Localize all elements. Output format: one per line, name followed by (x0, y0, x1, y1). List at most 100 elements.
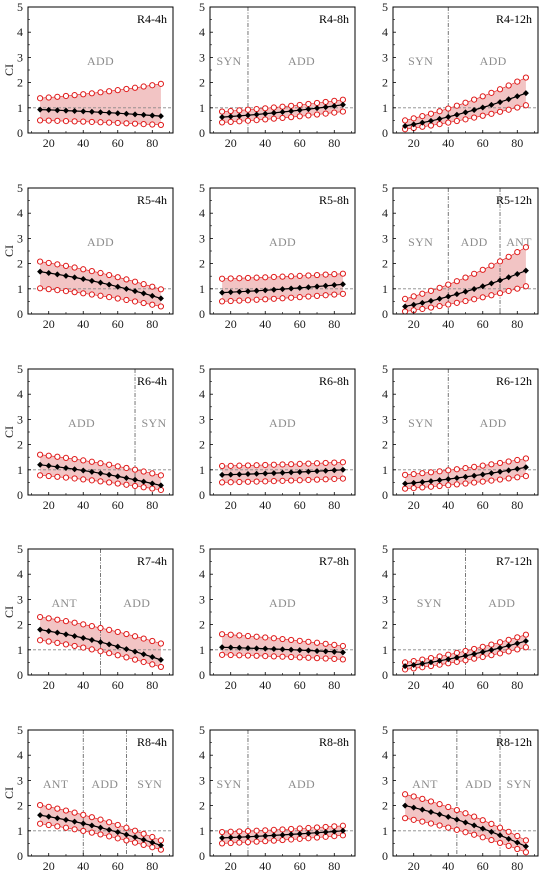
panel-title: R7-12h (496, 554, 532, 568)
upper-bound-point (45, 803, 52, 810)
upper-bound-point (410, 115, 417, 122)
y-tick-label: 1 (199, 282, 205, 296)
lower-bound-point (123, 654, 130, 661)
upper-bound-point (322, 823, 329, 831)
x-tick-label: 80 (328, 136, 340, 150)
mean-point (262, 645, 269, 652)
panel-title: R6-12h (496, 374, 532, 388)
lower-bound-point (471, 114, 478, 121)
region-label: SYN (217, 777, 242, 791)
mean-point (97, 279, 104, 286)
lower-bound-point (488, 652, 495, 659)
mean-point (219, 289, 226, 296)
lower-bound-point (54, 823, 61, 830)
y-tick-label: 3 (17, 773, 23, 787)
x-tick-label: 40 (442, 317, 454, 331)
x-tick-label: 60 (112, 678, 124, 692)
mean-point (436, 115, 443, 122)
mean-point (236, 112, 243, 119)
mean-point (514, 465, 521, 472)
upper-bound-point (436, 108, 443, 115)
x-tick-label: 20 (408, 678, 420, 692)
upper-bound-point (339, 270, 347, 277)
mean-point (497, 277, 504, 284)
x-tick-label: 60 (294, 678, 306, 692)
x-tick-label: 60 (477, 678, 489, 692)
panel-title: R5-12h (496, 193, 532, 207)
lower-bound-point (227, 297, 234, 305)
upper-bound-point (149, 82, 156, 89)
mean-point (71, 107, 78, 114)
lower-bound-point (80, 476, 87, 483)
lower-bound-point (244, 297, 252, 304)
region-label: ADD (480, 54, 507, 68)
y-tick-label: 3 (17, 231, 23, 245)
mean-point (488, 280, 495, 287)
mean-point (322, 282, 329, 289)
upper-bound-point (62, 454, 70, 461)
lower-bound-point (401, 815, 409, 822)
mean-point (322, 648, 329, 655)
upper-bound-point (227, 462, 234, 469)
x-tick-label: 20 (408, 317, 420, 331)
y-tick-label: 3 (382, 231, 388, 245)
mean-point (62, 272, 69, 279)
mean-point (106, 471, 113, 478)
upper-bound-point (36, 451, 44, 458)
mean-point (106, 281, 113, 288)
upper-bound-point (140, 281, 147, 288)
lower-bound-point (522, 473, 530, 480)
mean-point (140, 651, 147, 658)
mean-point (270, 646, 277, 653)
mean-point (54, 271, 61, 278)
lower-bound-point (505, 106, 512, 113)
lower-bound-point (270, 295, 277, 302)
lower-bound-point (288, 477, 295, 484)
mean-point (479, 825, 486, 832)
lower-bound-point (114, 652, 121, 659)
upper-bound-point (522, 455, 530, 462)
lower-bound-point (218, 298, 226, 305)
y-tick-label: 4 (382, 206, 388, 220)
x-tick-label: 40 (442, 498, 454, 512)
mean-point (132, 834, 139, 841)
mean-point (471, 822, 478, 829)
mean-point (71, 466, 78, 473)
lower-bound-point (296, 294, 303, 301)
mean-point (410, 121, 417, 128)
mean-point (505, 642, 512, 649)
y-tick-label: 1 (17, 824, 23, 838)
mean-point (419, 806, 426, 813)
mean-point (488, 646, 495, 653)
lower-bound-point (313, 111, 321, 118)
x-tick-label: 60 (477, 136, 489, 150)
y-tick-label: 0 (199, 849, 205, 863)
panel-title: R4-8h (319, 12, 349, 26)
y-tick-label: 4 (382, 25, 388, 39)
upper-bound-point (479, 93, 486, 100)
lower-bound-point (80, 118, 87, 125)
upper-bound-point (227, 631, 234, 638)
mean-point (505, 467, 512, 474)
upper-bound-point (436, 801, 443, 808)
lower-bound-point (453, 299, 460, 306)
mean-point (227, 113, 234, 120)
lower-bound-point (522, 644, 530, 651)
upper-bound-point (270, 635, 277, 642)
y-tick-label: 3 (382, 592, 388, 606)
x-tick-label: 40 (259, 136, 271, 150)
upper-bound-point (401, 117, 409, 124)
x-tick-label: 80 (146, 136, 158, 150)
mean-point (149, 480, 156, 487)
lower-bound-point (71, 642, 78, 650)
mean-point (314, 283, 321, 290)
upper-bound-point (236, 462, 243, 469)
upper-bound-point (114, 628, 121, 636)
lower-bound-point (45, 117, 52, 124)
lower-bound-point (471, 831, 478, 838)
lower-bound-point (514, 845, 521, 853)
lower-bound-point (88, 477, 95, 484)
mean-point (123, 831, 130, 838)
upper-bound-point (339, 96, 347, 103)
